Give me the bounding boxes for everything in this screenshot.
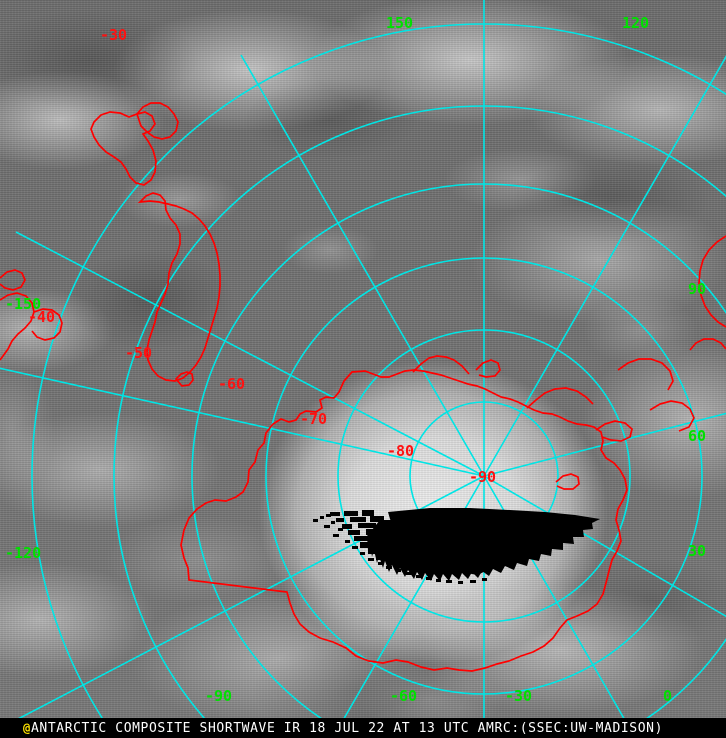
longitude-label-minus-90: -90 <box>205 687 233 705</box>
antarctica-coastline <box>180 369 628 672</box>
antarctic-peninsula <box>412 355 695 490</box>
tasmania-coastline <box>0 269 63 361</box>
parallel-minus-40 <box>113 105 726 718</box>
graticule-parallels <box>31 23 726 718</box>
longitude-label-minus-150: -150 <box>5 295 42 313</box>
latitude-label-minus-90: -90 <box>469 468 497 486</box>
meridian-minus-120 <box>15 231 485 477</box>
latitude-label-minus-70: -70 <box>300 410 328 428</box>
meridian-90 <box>483 412 726 477</box>
new-zealand-coastline <box>90 102 221 387</box>
satellite-imagery <box>0 0 726 718</box>
latitude-label-minus-40: -40 <box>28 308 56 326</box>
meridian-minus-90 <box>0 367 485 477</box>
meridian-minus-150 <box>240 54 485 477</box>
longitude-label-0: 0 <box>663 687 673 705</box>
polar-data-gap-wedge <box>313 508 600 584</box>
latitude-label-minus-50: -50 <box>125 344 153 362</box>
map-overlay <box>0 0 726 718</box>
south-america-coastline <box>689 235 726 351</box>
longitude-label-60: 60 <box>688 427 707 445</box>
copyright-mark-icon: @ <box>23 721 31 735</box>
latitude-label-minus-80: -80 <box>387 442 415 460</box>
longitude-label-30: 30 <box>688 542 707 560</box>
sensor-grain-overlay <box>0 0 726 718</box>
longitude-label-90: 90 <box>688 280 707 298</box>
parallel-minus-30 <box>31 23 726 718</box>
longitude-label-150: 150 <box>386 14 414 32</box>
longitude-label-minus-30: -30 <box>505 687 533 705</box>
graticule-meridians <box>0 0 726 718</box>
longitude-label-120: 120 <box>622 14 650 32</box>
latitude-label-minus-60: -60 <box>218 375 246 393</box>
longitude-label-minus-60: -60 <box>390 687 418 705</box>
latitude-label-minus-30: -30 <box>100 26 128 44</box>
caption-bar: @ ANTARCTIC COMPOSITE SHORTWAVE IR 18 JU… <box>0 718 726 738</box>
longitude-label-minus-120: -120 <box>5 544 42 562</box>
meridian-120 <box>483 55 726 477</box>
caption-text: ANTARCTIC COMPOSITE SHORTWAVE IR 18 JUL … <box>31 720 663 736</box>
parallel-minus-50 <box>191 183 726 718</box>
